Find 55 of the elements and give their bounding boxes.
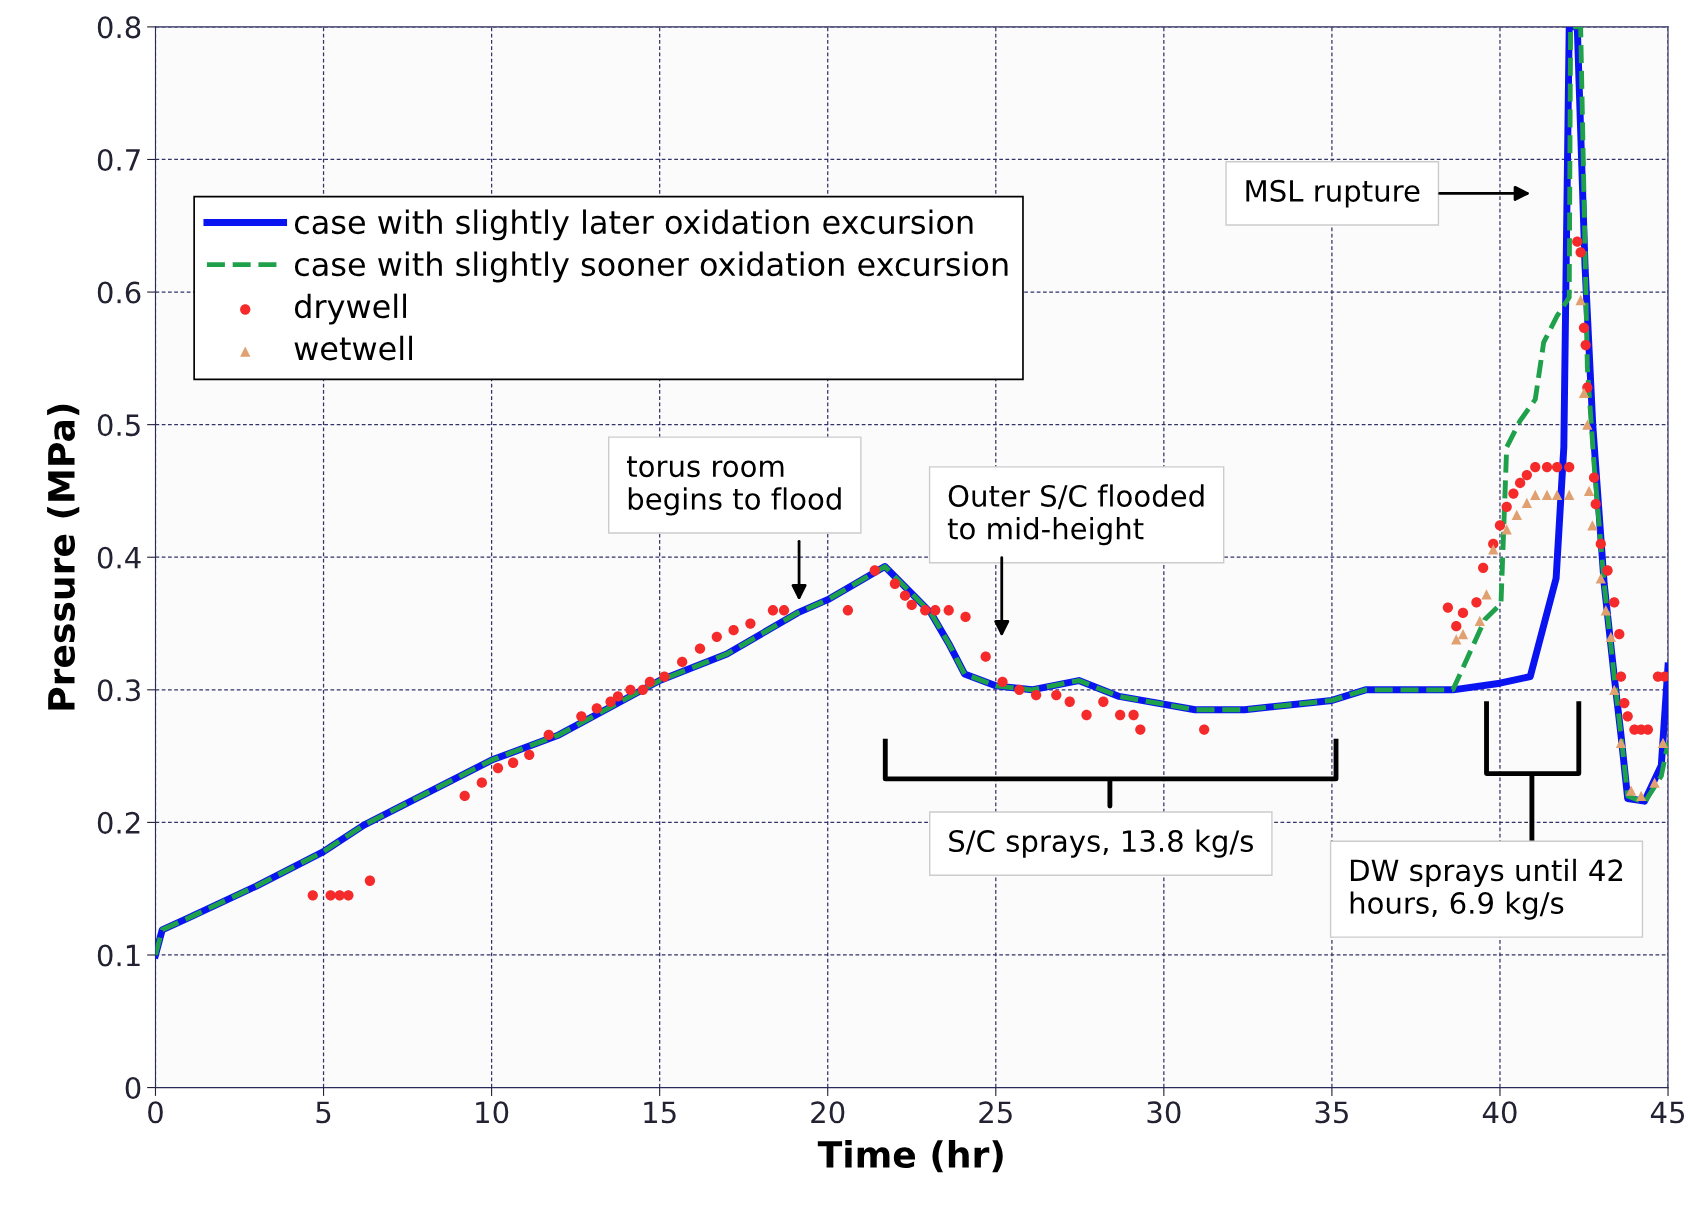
y-tick-label: 0.6 xyxy=(97,281,141,304)
y-tick-label: 0.3 xyxy=(97,679,140,702)
legend-label: drywell xyxy=(294,293,407,325)
x-tick-label: 0 xyxy=(148,1101,163,1124)
x-tick-label: 5 xyxy=(316,1101,331,1124)
point xyxy=(1541,489,1553,501)
legend-label: case with slightly sooner oxidation excursion xyxy=(294,251,1008,283)
point xyxy=(1501,524,1512,535)
point xyxy=(1587,520,1598,531)
y-tick-label: 0.1 xyxy=(97,944,140,967)
x-axis-title: Time (hr) xyxy=(817,1140,1003,1173)
y-tick-label: 0.7 xyxy=(97,148,140,171)
x-tick-label: 15 xyxy=(644,1101,676,1124)
point xyxy=(1481,589,1492,600)
y-tick-label: 0.2 xyxy=(97,811,140,834)
point xyxy=(1649,777,1660,788)
y-tick-label: 0.8 xyxy=(97,16,141,39)
y-tick-label: 0 xyxy=(125,1077,141,1100)
y-tick-label: 0.5 xyxy=(97,414,140,437)
point xyxy=(1474,615,1485,627)
annotation: MSL rupture xyxy=(1246,179,1420,208)
x-tick-label: 45 xyxy=(1650,1101,1685,1124)
annotation: DW sprays until 42 hours, 6.9 kg/s xyxy=(1350,858,1623,920)
point xyxy=(1595,573,1606,584)
x-tick-label: 25 xyxy=(979,1101,1012,1124)
x-tick-label: 40 xyxy=(1482,1101,1517,1124)
y-axis-title: Pressure (MPa) xyxy=(47,404,80,710)
point xyxy=(1575,294,1586,306)
x-tick-label: 10 xyxy=(476,1101,509,1124)
x-tick-label: 20 xyxy=(811,1101,845,1124)
legend-label: wetwell xyxy=(294,335,413,361)
point xyxy=(1582,419,1593,430)
point xyxy=(1635,790,1647,802)
point xyxy=(1530,489,1541,501)
point xyxy=(1511,509,1522,520)
x-tick-label: 35 xyxy=(1315,1101,1348,1124)
point xyxy=(1657,737,1669,748)
point xyxy=(1521,497,1533,509)
y-tick-label: 0.4 xyxy=(97,546,141,569)
point xyxy=(1451,634,1462,645)
point xyxy=(1564,489,1575,501)
point xyxy=(1605,631,1617,642)
point xyxy=(1583,485,1595,497)
point xyxy=(1600,605,1611,616)
legend-label: case with slightly later oxidation excursion xyxy=(294,209,973,241)
point xyxy=(1457,628,1469,640)
annotation: Outer S/C flooded to mid-height xyxy=(947,484,1204,546)
point xyxy=(1609,684,1620,695)
point xyxy=(1578,387,1590,398)
annotation: torus room begins to flood xyxy=(626,456,841,516)
point xyxy=(1615,737,1627,748)
point xyxy=(1625,785,1637,796)
annotation: S/C sprays, 13.8 kg/s xyxy=(949,829,1253,858)
point xyxy=(1551,489,1563,501)
x-tick-label: 30 xyxy=(1147,1101,1181,1124)
